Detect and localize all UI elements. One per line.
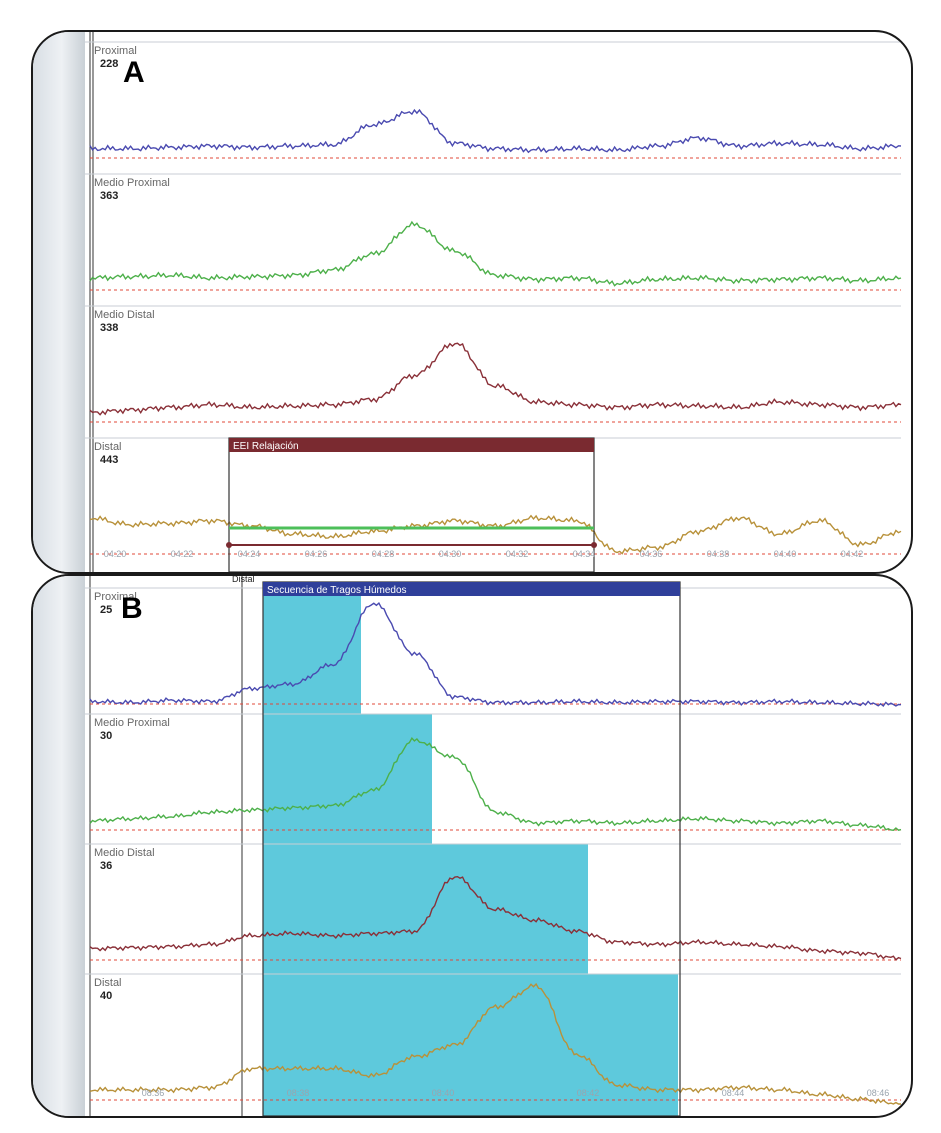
- time-label: 04:22: [171, 549, 194, 559]
- channel-name: Distal: [94, 441, 122, 453]
- annotation-frame: [228, 437, 595, 572]
- channel-name: Medio Proximal: [94, 177, 170, 189]
- scale-column: [33, 32, 85, 572]
- time-label: 04:32: [506, 549, 529, 559]
- manometry-chart-b: mmHg100806040200.0Proximal25mmHg10080604…: [33, 576, 902, 1116]
- trace-distal: [89, 982, 901, 1105]
- time-label: 08:44: [722, 1088, 745, 1098]
- channel-value: 338: [100, 322, 118, 334]
- time-label: 08:42: [577, 1088, 600, 1098]
- panel-letter-a: A: [123, 56, 145, 89]
- channel-name: Distal: [94, 977, 122, 989]
- channel-value: 40: [100, 990, 112, 1002]
- trace-proximal: [89, 108, 902, 154]
- channel-name: Medio Distal: [94, 309, 155, 321]
- channel-value: 363: [100, 190, 118, 202]
- time-label: 04:28: [372, 549, 395, 559]
- trace-medio-distal: [89, 342, 902, 416]
- scale-column: [33, 576, 85, 1116]
- time-label: 08:46: [867, 1088, 890, 1098]
- channel-name: Medio Distal: [94, 847, 155, 859]
- time-label: 04:42: [841, 549, 864, 559]
- marker-dot: [591, 542, 597, 548]
- time-label: 04:30: [439, 549, 462, 559]
- panel-b: mmHg100806040200.0Proximal25mmHg10080604…: [31, 574, 913, 1118]
- trace-medio-distal: [89, 875, 902, 961]
- time-label: 08:40: [432, 1088, 455, 1098]
- annotation-header: [263, 582, 680, 596]
- time-label: 04:36: [640, 549, 663, 559]
- channel-name: Medio Proximal: [94, 717, 170, 729]
- panel-a: mm Hg806040200.0Proximal228mm Hg80604020…: [31, 30, 913, 574]
- channel-name: Proximal: [94, 45, 137, 57]
- annotation-header: [229, 438, 594, 452]
- trace-medio-proximal: [89, 737, 902, 832]
- time-label: 04:40: [774, 549, 797, 559]
- time-label: 04:26: [305, 549, 328, 559]
- channel-name: Proximal: [94, 591, 137, 603]
- time-label: 04:38: [707, 549, 730, 559]
- trace-distal: [89, 514, 902, 555]
- annotation-label: Secuencia de Tragos Húmedos: [267, 585, 407, 596]
- channel-value: 25: [100, 604, 112, 616]
- channel-value: 443: [100, 454, 118, 466]
- swallow-region-0: [263, 596, 361, 1116]
- time-label: 04:34: [573, 549, 596, 559]
- swallow-region-3: [588, 974, 678, 1116]
- time-label: 08:38: [287, 1088, 310, 1098]
- trace-medio-proximal: [89, 220, 902, 287]
- time-label: 04:20: [104, 549, 127, 559]
- swallow-region-2: [432, 844, 588, 1116]
- annotation-label: EEI Relajación: [233, 441, 299, 452]
- channel-value: 36: [100, 860, 112, 872]
- manometry-chart-a: mm Hg806040200.0Proximal228mm Hg80604020…: [33, 32, 902, 572]
- channel-value: 30: [100, 730, 112, 742]
- panel-letter-b: B: [121, 592, 143, 625]
- marker-dot: [226, 542, 232, 548]
- trace-proximal: [89, 601, 902, 708]
- swallow-region-1: [361, 714, 432, 1116]
- channel-value: 228: [100, 58, 118, 70]
- cursor-marker-label: Distal: [232, 576, 255, 584]
- time-label: 08:36: [142, 1088, 165, 1098]
- time-label: 04:24: [238, 549, 261, 559]
